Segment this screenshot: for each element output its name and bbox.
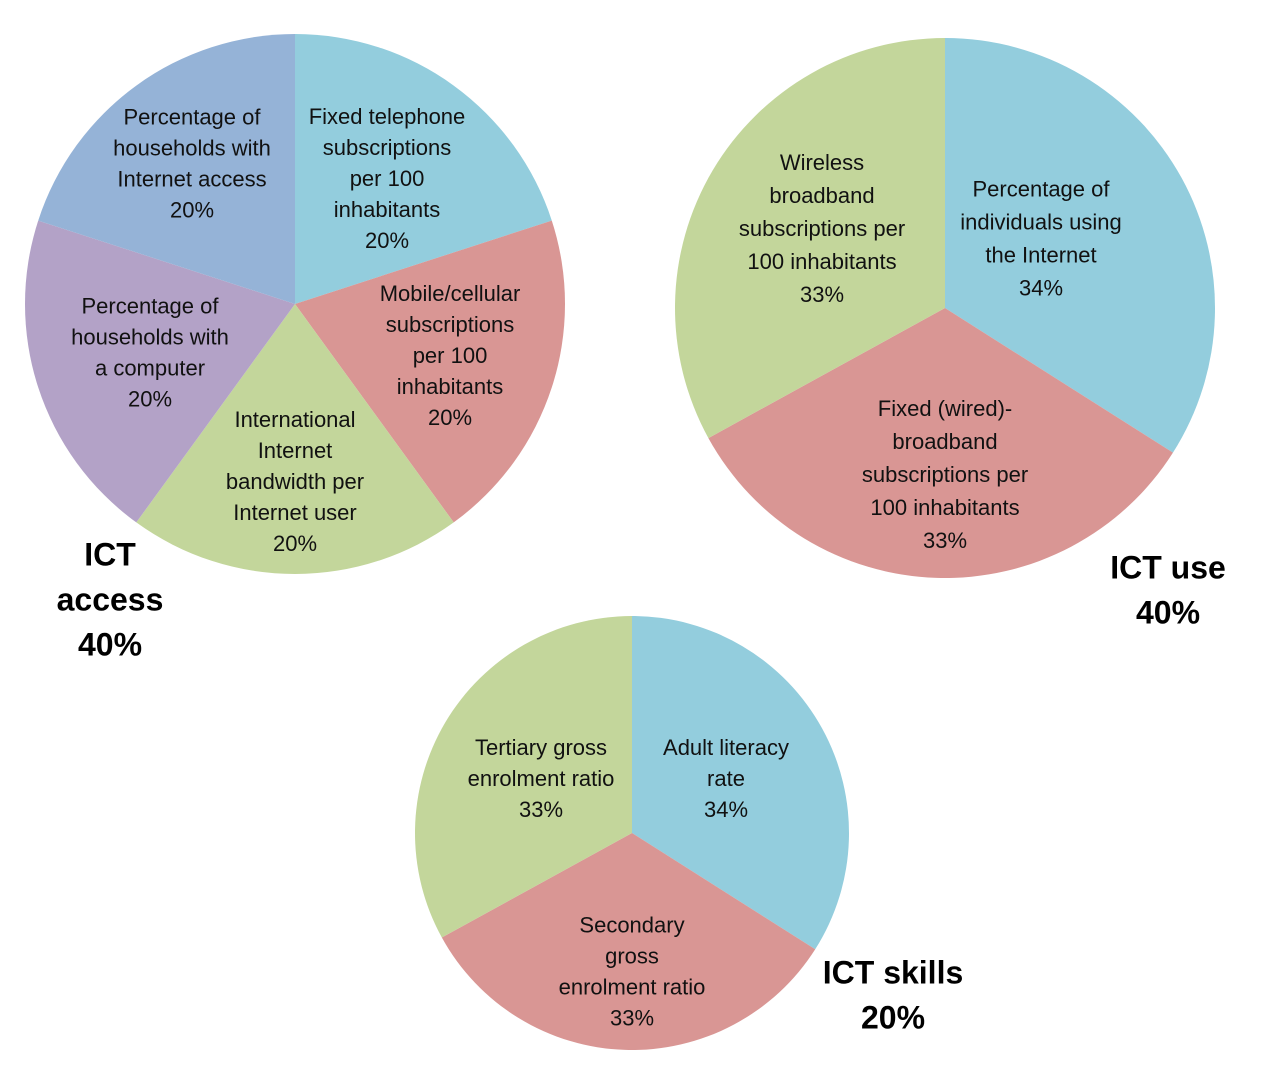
slice-value-label: 20% xyxy=(128,386,172,411)
slice-label: Mobile/cellular subscriptions per 100 inhab… xyxy=(380,281,521,399)
slice-value-label: 33% xyxy=(519,797,563,822)
pie-weight: 40% xyxy=(78,626,142,662)
pie-slice xyxy=(38,34,295,304)
slice-label: Secondary gross enrolment ratio xyxy=(559,912,706,999)
pie-slice xyxy=(632,616,849,950)
slice-value-label: 34% xyxy=(704,797,748,822)
slice-value-label: 20% xyxy=(273,531,317,556)
slice-label: Wireless broadband subscriptions per 100 in… xyxy=(739,150,905,274)
slice-value-label: 34% xyxy=(1019,275,1063,300)
slice-value-label: 20% xyxy=(428,405,472,430)
pie-slice xyxy=(136,304,454,574)
slice-value-label: 20% xyxy=(365,228,409,253)
slice-value-label: 33% xyxy=(923,528,967,553)
pie-title: ICT use xyxy=(1110,549,1226,585)
pie-slice xyxy=(295,34,552,304)
pie-weight: 20% xyxy=(861,999,925,1035)
pie-slice xyxy=(675,38,945,439)
slice-label: Percentage of individuals using the Intern… xyxy=(960,176,1121,267)
slice-label: Fixed (wired)-broadband subscriptions per… xyxy=(862,396,1028,520)
slice-label: Fixed telephone subscriptions per 100 inhab… xyxy=(309,104,466,222)
pie-title: ICT access xyxy=(57,536,164,617)
pie-slice xyxy=(415,616,632,938)
slice-label: Percentage of households with Internet acc… xyxy=(113,104,271,191)
slice-value-label: 33% xyxy=(800,282,844,307)
pie-slice xyxy=(295,220,565,523)
slice-label: Adult literacy rate xyxy=(663,735,789,791)
pie-slice xyxy=(945,38,1215,453)
pie-slice xyxy=(708,308,1173,578)
slice-value-label: 33% xyxy=(610,1005,654,1030)
pie-title: ICT skills xyxy=(823,954,964,990)
slice-value-label: 20% xyxy=(170,197,214,222)
slice-label: Tertiary gross enrolment ratio xyxy=(468,735,615,791)
slice-label: International Internet bandwidth per Intern… xyxy=(226,407,364,525)
pie-slice xyxy=(441,833,816,1050)
pie-weight: 40% xyxy=(1136,594,1200,630)
pie-slice xyxy=(24,220,295,523)
slice-label: Percentage of households with a computer xyxy=(71,293,229,380)
